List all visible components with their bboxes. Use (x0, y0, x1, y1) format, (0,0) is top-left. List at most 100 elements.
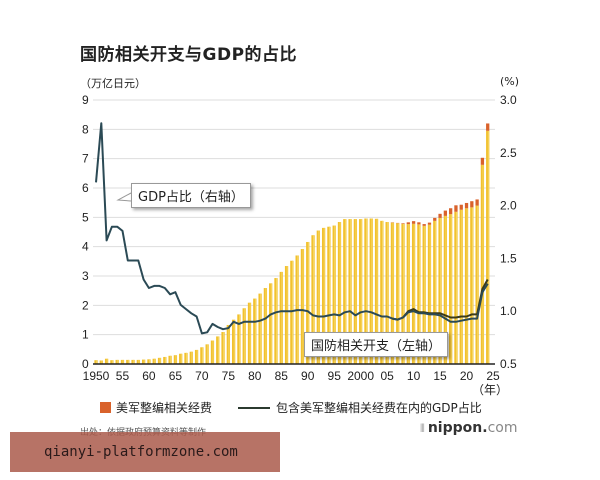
bar-defense-spending (332, 225, 336, 364)
bar-defense-spending (189, 351, 193, 364)
line-gdp-share-incl (392, 279, 489, 321)
bar-defense-spending (120, 359, 125, 364)
x-axis-tick: 70 (195, 369, 209, 383)
bar-highlight (212, 340, 214, 364)
bar-defense-spending (269, 283, 273, 364)
bar-defense-spending (449, 214, 453, 364)
realignment-swatch-icon (100, 402, 111, 413)
bar-highlight (376, 218, 378, 364)
left-axis-tick: 9 (82, 93, 89, 107)
bar-defense-spending (216, 336, 220, 364)
bar-highlight (466, 208, 468, 364)
bar-highlight (329, 226, 330, 364)
bar-realignment (464, 202, 469, 209)
bar-highlight (456, 211, 457, 364)
bar-defense-spending (417, 224, 421, 364)
bar-realignment (411, 221, 416, 224)
bar-highlight (164, 356, 166, 364)
brand-name: nippon. (427, 420, 488, 436)
bar-highlight (202, 347, 203, 364)
bar-defense-spending (141, 359, 146, 364)
bar-defense-spending (369, 218, 373, 364)
left-axis-tick: 6 (82, 181, 89, 195)
bar-highlight (387, 222, 389, 364)
bar-defense-spending (152, 358, 156, 364)
legend-label-gdp-incl: 包含美军整编相关经费在内的GDP占比 (276, 401, 482, 415)
bar-defense-spending (136, 359, 140, 364)
bar-highlight (180, 353, 182, 364)
bar-highlight (419, 224, 420, 364)
bar-defense-spending (438, 217, 442, 364)
bar-defense-spending (464, 208, 469, 364)
bar-defense-spending (459, 209, 463, 364)
bar-highlight (101, 360, 103, 364)
right-axis-tick: 2.5 (500, 146, 517, 160)
bar-realignment (443, 210, 448, 216)
bar-highlight (233, 319, 235, 364)
right-axis-tick: 1.0 (500, 304, 517, 318)
bar-defense-spending (99, 360, 103, 364)
bar-highlight (265, 288, 267, 364)
bar-defense-spending (385, 222, 389, 364)
bar-defense-spending (470, 207, 474, 364)
bar-defense-spending (194, 349, 199, 364)
bar-highlight (323, 227, 325, 364)
bar-defense-spending (406, 224, 410, 364)
bar-defense-spending (115, 359, 119, 364)
legend-item-gdp-incl: 包含美军整编相关经费在内的GDP占比 (238, 399, 482, 416)
bar-highlight (429, 224, 431, 364)
line-gdp-share (95, 122, 489, 335)
bar-defense-spending (486, 130, 490, 364)
bar-highlight (424, 225, 426, 364)
bar-realignment (433, 217, 437, 221)
bar-highlight (477, 205, 479, 364)
bar-defense-spending (126, 359, 130, 364)
x-axis-tick: 55 (116, 369, 130, 383)
bar-highlight (254, 298, 256, 364)
bar-realignment (438, 213, 442, 218)
bar-realignment (449, 208, 453, 215)
bar-highlight (413, 223, 415, 364)
bar-highlight (344, 219, 346, 364)
bar-highlight (276, 278, 277, 364)
callout-gdp-share: GDP占比（右轴） (131, 183, 251, 208)
callout-pointer (116, 192, 132, 202)
bar-realignment (401, 223, 405, 224)
bar-defense-spending (263, 288, 268, 364)
x-axis-tick: 95 (328, 369, 342, 383)
bar-realignment (427, 222, 432, 225)
x-axis-tick: 90 (301, 369, 315, 383)
bar-highlight (487, 130, 489, 364)
x-axis-tick: 25 (486, 369, 500, 383)
bar-highlight (154, 358, 156, 364)
bar-highlight (307, 241, 309, 364)
chart-plot-area: 0 1 2 3 4 5 6 7 8 9 0.5 1.0 1.5 2.0 2.5 3.0 1950 55 60 65 70… (82, 93, 517, 397)
bar-defense-spending (396, 223, 400, 364)
bar-highlight (440, 217, 442, 364)
line-swatch-icon (238, 406, 270, 409)
bar-defense-spending (353, 219, 358, 364)
bar-highlight (318, 230, 320, 364)
bar-defense-spending (210, 340, 215, 364)
bar-highlight (207, 344, 209, 364)
bar-defense-spending (242, 308, 246, 364)
left-axis-tick: 2 (82, 298, 89, 312)
bar-defense-spending (311, 235, 315, 364)
brand-suffix: com (487, 420, 518, 436)
bar-realignment (417, 222, 421, 225)
right-axis-tick: 2.0 (500, 199, 517, 213)
bar-defense-spending (221, 332, 225, 364)
bar-defense-spending (321, 227, 326, 364)
bar-realignment (454, 205, 458, 212)
bar-defense-spending (226, 324, 230, 364)
bar-highlight (397, 223, 399, 364)
bar-highlight (339, 222, 341, 364)
bar-highlight (270, 283, 272, 364)
bar-highlight (191, 351, 193, 364)
bar-defense-spending (168, 355, 172, 364)
bar-defense-spending (205, 344, 209, 364)
bar-defense-spending (247, 302, 252, 364)
bar-highlight (149, 359, 150, 364)
bar-highlight (355, 219, 357, 364)
x-axis-tick: 75 (222, 369, 236, 383)
